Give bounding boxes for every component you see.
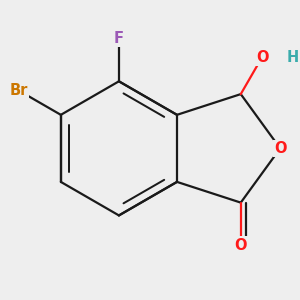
Text: O: O	[256, 50, 268, 65]
Text: Br: Br	[9, 83, 28, 98]
Text: H: H	[287, 50, 299, 65]
Text: F: F	[114, 31, 124, 46]
Text: O: O	[274, 141, 286, 156]
Text: O: O	[235, 238, 247, 253]
